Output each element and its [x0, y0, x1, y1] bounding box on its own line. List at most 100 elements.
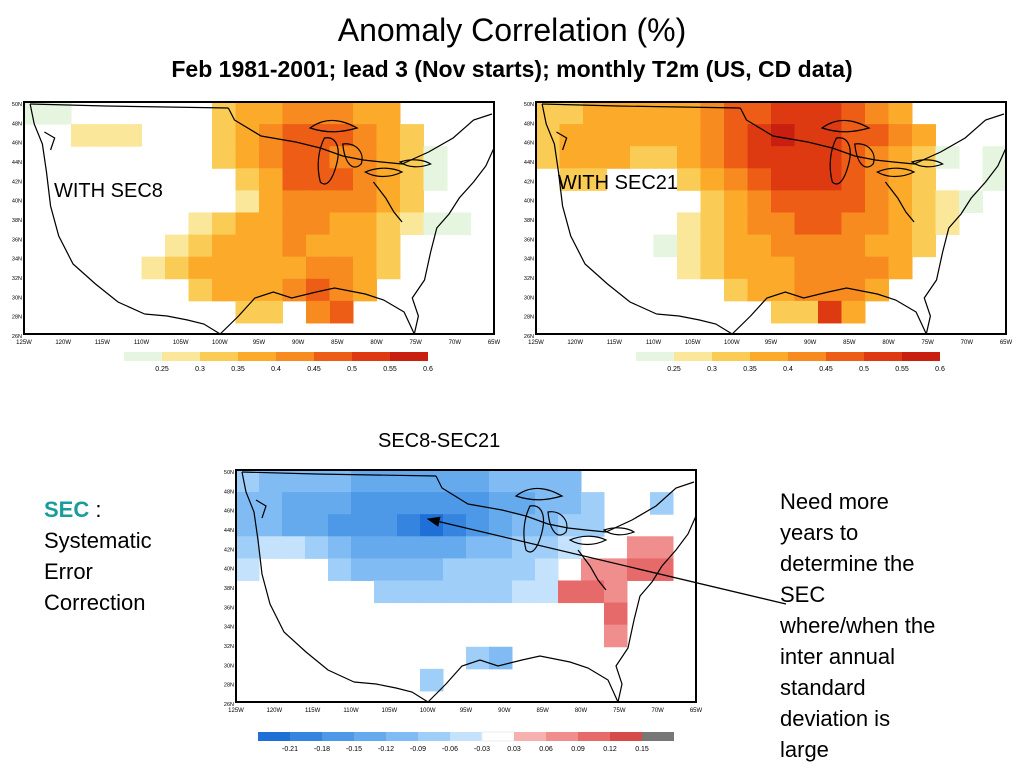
grid-cell	[376, 168, 401, 191]
coastline-path	[29, 103, 145, 315]
lat-tick-label: 40N	[224, 567, 234, 573]
grid-cell	[700, 168, 725, 191]
lon-tick-label: 85W	[536, 708, 549, 714]
colorbar-label: 0.3	[707, 366, 717, 373]
grid-cell	[329, 102, 354, 125]
lat-tick-label: 46N	[524, 141, 534, 147]
grid-cell	[259, 124, 283, 147]
colorbar-swatch	[314, 352, 352, 361]
grid-cell	[630, 102, 654, 125]
grid-cell	[376, 256, 401, 280]
grid-cell	[236, 558, 260, 581]
lon-tick-label: 125W	[228, 708, 244, 714]
colorbar-label: 0.5	[347, 366, 357, 373]
coastline-path	[435, 475, 695, 533]
lat-tick-label: 32N	[224, 644, 234, 650]
colorbar-swatch	[864, 352, 902, 361]
grid-cell	[677, 234, 701, 258]
grid-cell	[604, 558, 628, 581]
map-diff-svg: 125W 120W 115W 110W 105W 100W 95W 90W 85W 80W 75W 7…	[224, 469, 703, 753]
colorbar-swatch	[826, 352, 864, 361]
lat-tick-label: 44N	[12, 160, 22, 166]
grid-cell	[724, 212, 748, 236]
grid-cell	[794, 300, 819, 324]
grid-cell	[397, 580, 421, 604]
grid-cell	[188, 256, 213, 280]
grid-cell	[818, 190, 842, 213]
grid-cell	[771, 212, 795, 236]
grid-cell	[259, 234, 283, 258]
colorbar-swatch	[258, 732, 290, 741]
grid-cell	[259, 300, 283, 324]
grid-cell	[630, 124, 654, 147]
grid-cell	[466, 580, 490, 604]
grid-cell	[604, 580, 628, 604]
coastline-path	[854, 143, 875, 168]
grid-cell	[865, 256, 889, 280]
coastline-path	[656, 313, 733, 335]
colorbar-label: 0.3	[195, 366, 205, 373]
grid-cell	[794, 256, 819, 280]
grid-cell	[443, 536, 467, 559]
grid-cell	[935, 190, 960, 213]
colorbar-swatch	[418, 732, 450, 741]
colorbar-label: 0.45	[307, 366, 321, 373]
grid-cell	[443, 580, 467, 604]
grid-cell	[841, 256, 866, 280]
grid-cell	[282, 536, 306, 559]
grid-cell	[818, 278, 842, 302]
grid-cell	[512, 536, 536, 559]
lon-tick-label: 110W	[134, 340, 150, 346]
grid-cell	[818, 234, 842, 258]
colorbar-swatch	[636, 352, 674, 361]
grid-cell	[235, 300, 260, 324]
grid-cell	[306, 278, 330, 302]
grid-cell	[536, 124, 560, 147]
lat-tick-label: 44N	[524, 160, 534, 166]
grid-cell	[306, 102, 330, 125]
map-right-body: 125W 120W 115W 110W 105W 100W 95W 90W 85W 80W 75W 7…	[524, 101, 1013, 346]
grid-cell	[374, 514, 398, 537]
grid-cell	[606, 146, 631, 169]
lat-tick-label: 42N	[12, 179, 22, 185]
colorbar-label: -0.15	[346, 746, 362, 753]
grid-cell	[747, 212, 772, 236]
grid-cell	[328, 536, 352, 559]
colorbar-label: 0.03	[507, 746, 521, 753]
lon-tick-label: 65W	[1000, 340, 1013, 346]
grid-cell	[841, 146, 866, 169]
coastline-path	[353, 681, 429, 703]
grid-cell	[724, 234, 748, 258]
colorbar-swatch	[546, 732, 578, 741]
grid-cell	[865, 124, 889, 147]
grid-cell	[259, 514, 283, 537]
lat-tick-label: 40N	[12, 199, 22, 205]
lon-tick-label: 80W	[882, 340, 895, 346]
grid-cell	[841, 234, 866, 258]
grid-cell	[559, 146, 584, 169]
grid-cell	[583, 124, 607, 147]
lat-tick-label: 26N	[12, 334, 22, 340]
grid-cell	[583, 168, 607, 191]
lon-tick-label: 95W	[460, 708, 473, 714]
grid-cell	[306, 234, 330, 258]
colorbar-label: 0.45	[819, 366, 833, 373]
grid-cell	[235, 102, 260, 125]
grid-cell	[558, 580, 582, 604]
colorbar-label: 0.6	[423, 366, 433, 373]
map-diff: 125W 120W 115W 110W 105W 100W 95W 90W 85W 80W 75W 7…	[212, 466, 712, 768]
grid-cell	[818, 300, 842, 324]
grid-cell	[747, 168, 772, 191]
grid-cell	[282, 256, 307, 280]
coastline-path	[342, 143, 363, 168]
grid-cell	[747, 234, 772, 258]
map-frame	[235, 469, 697, 703]
grid-cell	[818, 256, 842, 280]
colorbar-label: 0.35	[743, 366, 757, 373]
grid-cell	[865, 234, 889, 258]
grid-cell	[653, 124, 678, 147]
lon-tick-label: 90W	[292, 340, 305, 346]
annotation-line: deviation is	[780, 706, 891, 731]
lat-tick-label: 32N	[12, 276, 22, 282]
grid-cell	[841, 212, 866, 236]
